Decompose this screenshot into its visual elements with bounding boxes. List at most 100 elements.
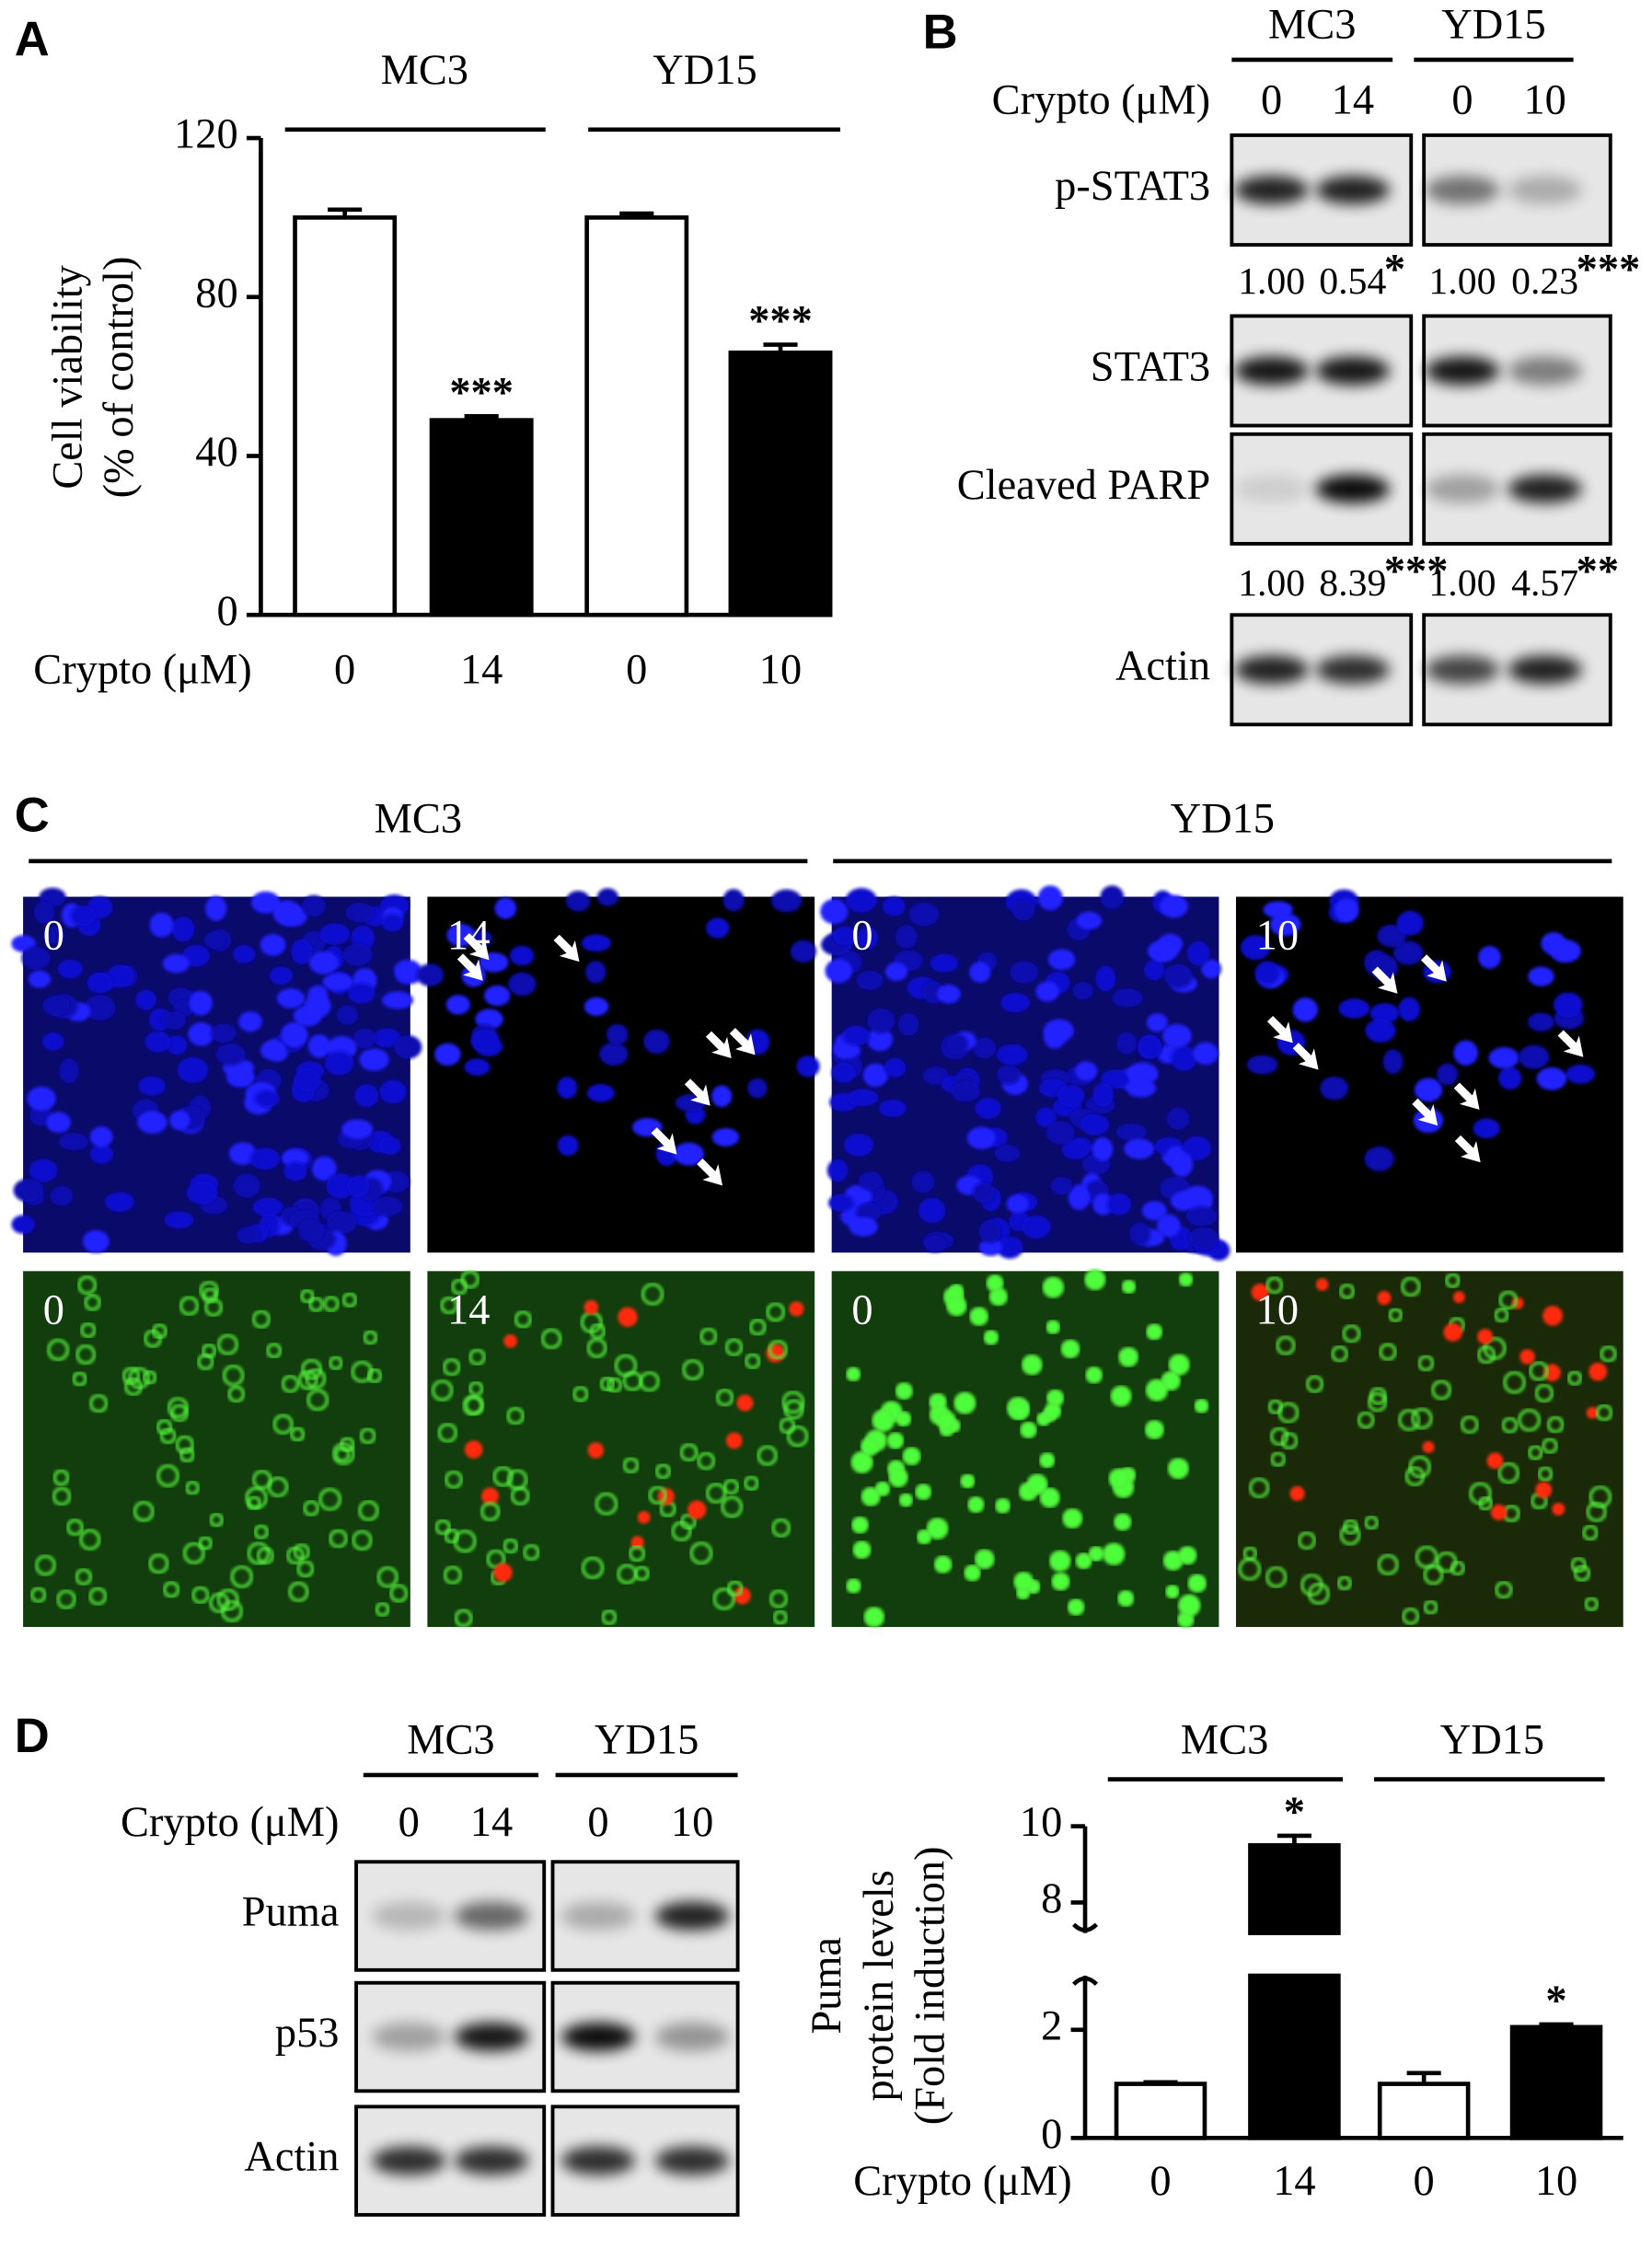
cell [1165,1584,1180,1599]
nucleus [135,989,156,1010]
cell [768,1339,788,1360]
nucleus [1437,1063,1459,1086]
cell [1145,1378,1169,1401]
nucleus [1076,911,1102,930]
cell [301,1358,323,1380]
cell [789,1301,804,1317]
cell [898,1493,914,1507]
group-label: MC3 [381,47,468,94]
nucleus [1320,1076,1349,1101]
cell [227,1385,246,1403]
cell [960,1473,976,1489]
cell [1067,1598,1085,1616]
y-axis-label: (% of control) [96,257,143,499]
cell [1042,1276,1065,1298]
cell [167,1397,189,1419]
cell [1501,1416,1519,1434]
micrograph-label: 14 [447,1286,490,1333]
cell [306,1389,329,1412]
cell [766,1302,786,1322]
nucleus [269,966,293,986]
cell [724,1338,744,1356]
cell [1552,1502,1565,1516]
cell [715,1389,734,1407]
nucleus [1146,1013,1168,1032]
cell [133,1501,155,1522]
lane-label: 10 [1523,77,1565,124]
nucleus [1398,997,1420,1021]
panel-label: A [15,12,50,66]
quantification: 0.23 [1511,260,1578,303]
nucleus [879,1100,907,1117]
cell [480,1501,501,1522]
band [1508,474,1582,503]
cell [163,1581,180,1598]
nucleus [1334,898,1359,923]
nucleus [372,1196,403,1217]
error-bar [1277,1833,1311,1846]
cell [84,1294,101,1311]
x-tick-label: 0 [626,646,647,693]
nucleus [1166,1107,1190,1130]
nucleus [884,1057,907,1078]
nucleus [283,1161,307,1182]
cell [786,1425,809,1447]
cell [1379,1343,1397,1361]
cell [77,1275,98,1295]
nucleus [1126,1062,1159,1086]
cell [281,1375,300,1393]
nucleus [1473,1118,1500,1139]
cell [721,1495,744,1518]
nucleus [1377,924,1407,948]
nucleus [394,959,422,981]
cell [1085,1366,1103,1384]
cell [757,1445,778,1466]
blot-label: STAT3 [1091,344,1210,391]
nucleus [557,1135,579,1157]
nucleus [1100,885,1125,909]
nucleus [302,894,326,917]
cell [445,1470,463,1489]
nucleus [1000,992,1030,1013]
nucleus [483,985,511,1007]
cell [671,1520,692,1541]
cell [622,1457,640,1474]
nucleus [354,1084,379,1107]
y-tick-label: 10 [1020,1799,1062,1846]
nucleus [475,1009,503,1030]
cell [589,1323,606,1340]
nucleus [846,888,877,913]
error-bar [464,414,499,421]
nucleus [1141,1201,1167,1221]
nucleus [311,1156,337,1182]
cell [654,1463,671,1480]
nucleus [33,901,55,924]
cell [1542,1305,1563,1326]
treatment-label: Crypto (μM) [992,77,1210,124]
nucleus [972,1182,995,1204]
cell [1009,1400,1030,1421]
cell [1276,1335,1296,1355]
cell [1518,1409,1541,1432]
nucleus [237,1226,260,1244]
cell [1490,1504,1508,1521]
band [1234,356,1309,386]
nucleus [1095,965,1116,992]
cell [587,1442,605,1459]
cell [1582,1524,1599,1541]
cell [936,1410,956,1431]
significance: *** [449,369,514,416]
cell [216,1588,239,1611]
cell [1298,1531,1316,1551]
nucleus [46,1112,71,1134]
cell [648,1485,667,1505]
cell [1408,1456,1431,1479]
lane-label: 0 [1451,77,1473,124]
cell [89,1394,109,1413]
cell [35,1554,56,1576]
nucleus [825,959,852,984]
cell [468,1380,484,1397]
nucleus [930,953,959,973]
nucleus [1006,1194,1029,1214]
blot-label: Puma [242,1889,340,1936]
